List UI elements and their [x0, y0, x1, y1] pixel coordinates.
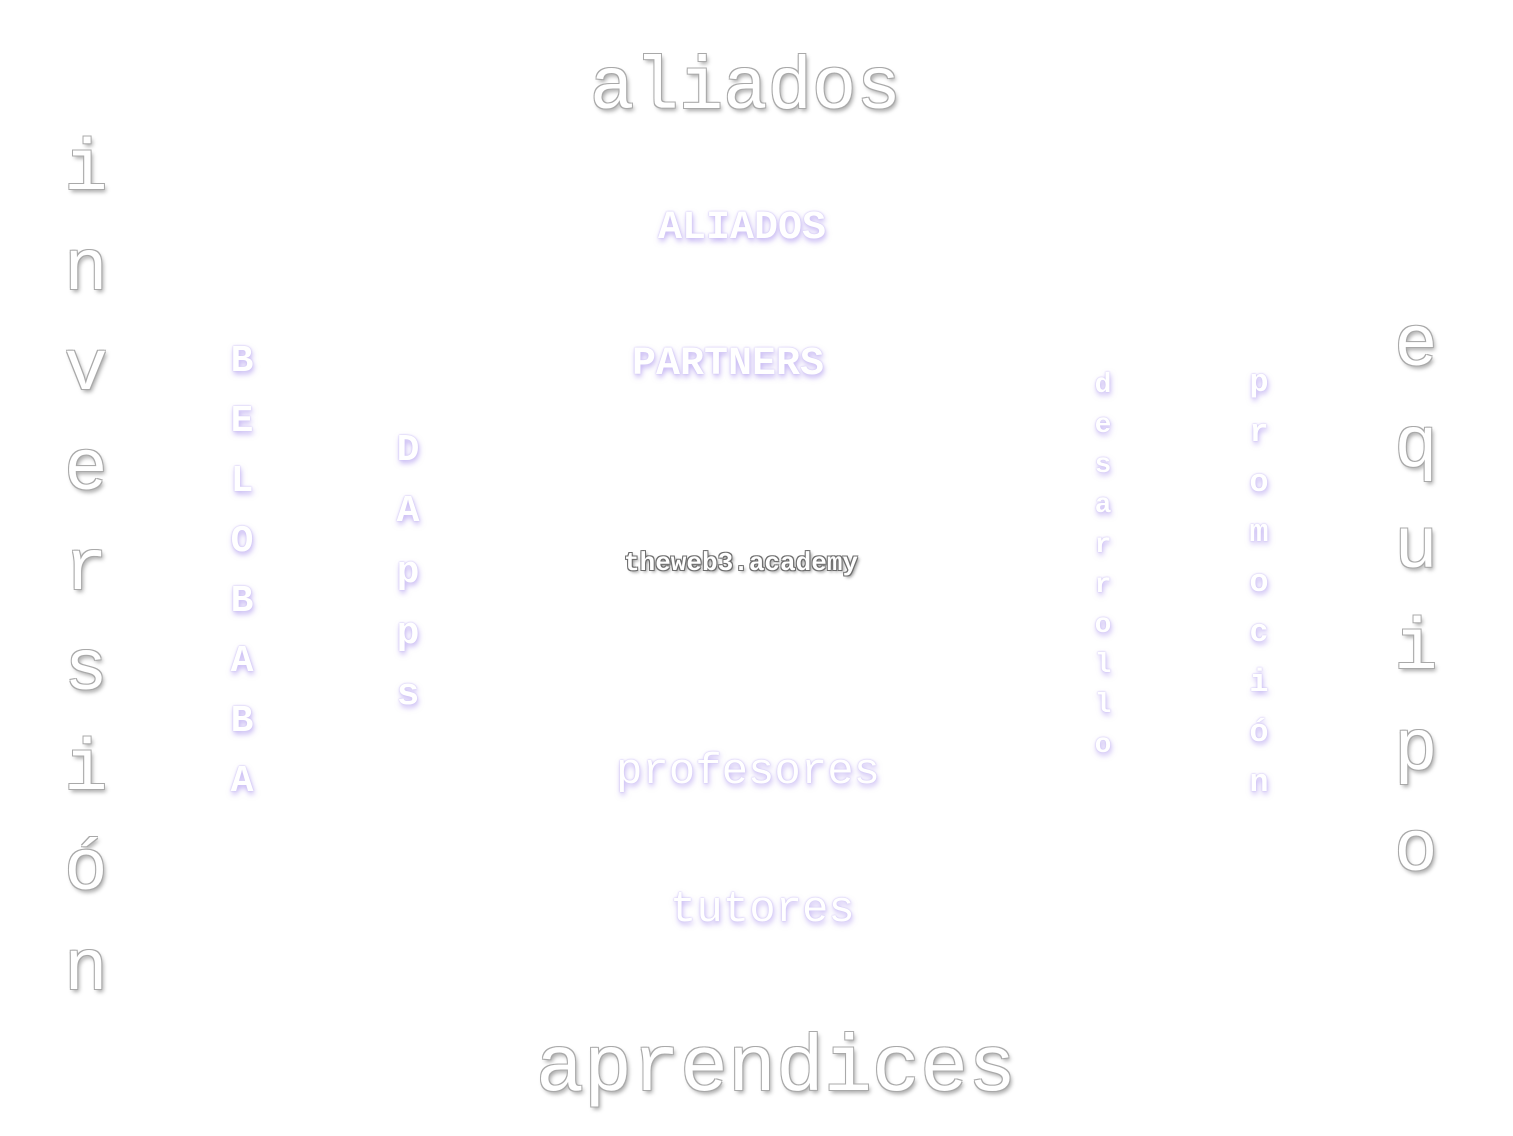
letter: e — [1094, 410, 1112, 441]
letter: r — [1249, 414, 1269, 451]
letter: n — [1249, 764, 1269, 801]
letter: r — [1094, 570, 1112, 601]
center-logo-text: theweb3.academy — [624, 548, 859, 578]
letter: L — [230, 460, 254, 503]
letter: s — [396, 673, 420, 716]
letter: i — [64, 729, 108, 811]
letter: B — [230, 580, 254, 623]
letter: s — [64, 629, 108, 711]
letter: n — [64, 229, 108, 311]
letter: o — [1249, 564, 1269, 601]
letter: p — [396, 551, 420, 594]
letter: i — [1394, 608, 1438, 690]
letter: A — [230, 640, 254, 683]
letter: r — [64, 529, 108, 611]
letter: p — [1249, 364, 1269, 401]
letter: A — [230, 760, 254, 803]
letter: e — [1394, 305, 1438, 387]
letter: ó — [1249, 714, 1269, 751]
letter: s — [1094, 450, 1112, 481]
letter: d — [1094, 370, 1112, 401]
letter: l — [1094, 650, 1112, 681]
letter: i — [1249, 664, 1269, 701]
letter: n — [64, 929, 108, 1011]
letter: l — [1094, 690, 1112, 721]
letter: r — [1094, 530, 1112, 561]
letter: v — [64, 329, 108, 411]
letter: o — [1094, 610, 1112, 641]
letter: a — [1094, 490, 1112, 521]
letter: B — [230, 340, 254, 383]
letter: o — [1094, 730, 1112, 761]
word-aliados-caps: ALIADOS — [658, 206, 827, 251]
letter: ó — [64, 829, 108, 911]
letter: e — [64, 429, 108, 511]
letter: q — [1394, 406, 1438, 488]
letter: o — [1249, 464, 1269, 501]
letter: D — [396, 429, 420, 472]
word-aprendices: aprendices — [536, 1024, 1017, 1115]
letter: u — [1394, 507, 1438, 589]
letter: E — [230, 400, 254, 443]
letter: p — [1394, 709, 1438, 791]
letter: A — [396, 490, 420, 533]
word-aliados: aliados — [590, 47, 901, 131]
word-tutores: tutores — [670, 885, 855, 935]
letter: c — [1249, 614, 1269, 651]
letter: O — [230, 520, 254, 563]
letter: p — [396, 612, 420, 655]
word-profesores: profesores — [616, 747, 881, 797]
word-partners: PARTNERS — [632, 342, 825, 387]
letter: B — [230, 700, 254, 743]
letter: m — [1249, 514, 1269, 551]
letter: i — [64, 129, 108, 211]
letter: o — [1394, 810, 1438, 892]
